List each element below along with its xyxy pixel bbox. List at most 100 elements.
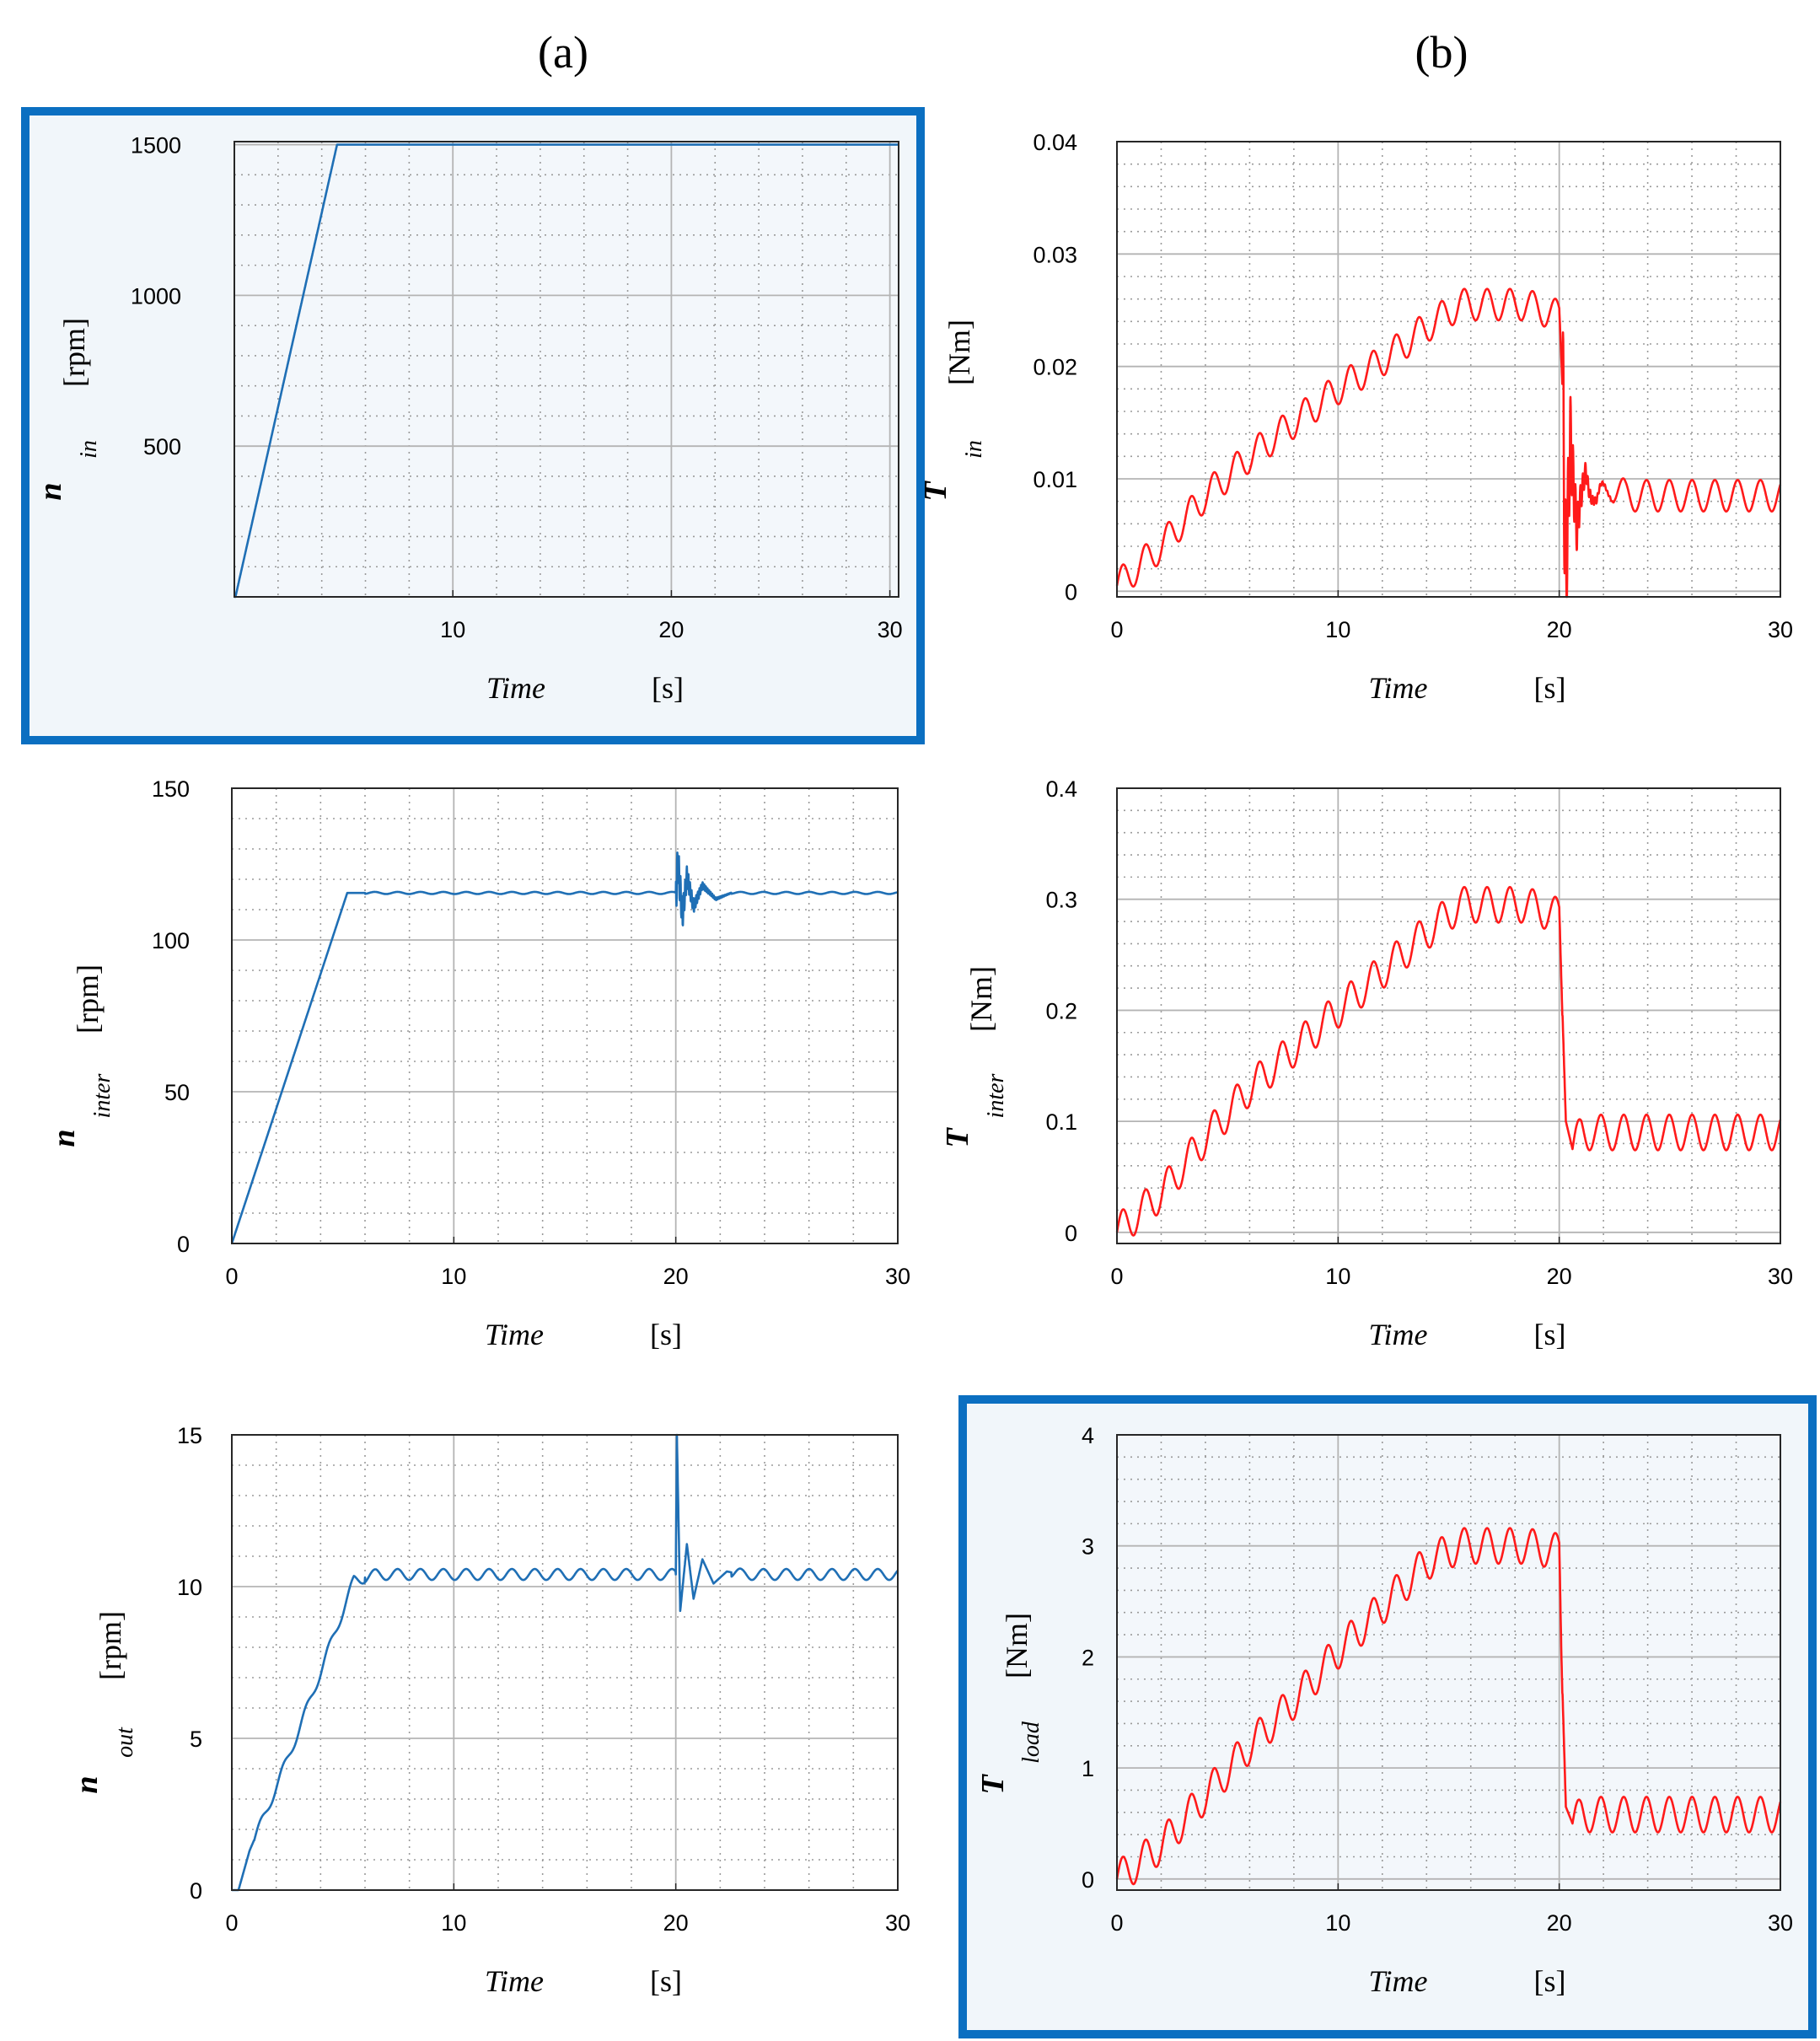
axes-box-T_in [1116, 141, 1781, 598]
plot-area-T_in [1117, 142, 1780, 597]
y-axis-label: Tin [Nm] [918, 320, 987, 502]
y-tick-label: 0 [190, 1878, 202, 1904]
y-tick-label: 0.1 [1045, 1109, 1077, 1135]
x-tick-label: 30 [1768, 1264, 1793, 1289]
y-tick-label: 150 [152, 776, 190, 802]
y-axis-symbol: n [46, 1129, 82, 1147]
y-axis-unit: [rpm] [94, 1611, 127, 1680]
y-axis-subscript: in [76, 440, 102, 459]
x-tick-label: 10 [441, 1910, 466, 1936]
chart-n_in: 10 20 30 500 1000 1500 Time [s] n in [rpm] [21, 107, 925, 744]
y-axis-unit: [Nm] [1000, 1613, 1033, 1678]
x-tick-label: 20 [1547, 1910, 1572, 1936]
y-tick-label: 0.01 [1033, 467, 1077, 492]
x-tick-label: 20 [1547, 1264, 1572, 1289]
y-tick-label: 0 [1065, 579, 1077, 604]
x-tick-label: 30 [1768, 1910, 1793, 1936]
x-tick-label: 0 [1110, 617, 1123, 642]
x-tick-label: 30 [885, 1910, 910, 1936]
y-tick-label: 50 [164, 1080, 190, 1105]
x-axis-label: Time [1368, 1964, 1427, 1998]
axes-box-T_load [1116, 1434, 1781, 1891]
y-axis-symbol: T [940, 1127, 975, 1148]
y-axis-subscript: inter [983, 1073, 1009, 1118]
x-tick-label: 20 [663, 1910, 689, 1936]
x-axis-label: Time [1368, 1318, 1427, 1351]
y-axis-unit: [rpm] [57, 318, 91, 387]
x-tick-label: 10 [1325, 1910, 1350, 1936]
x-axis-label: Time [485, 1318, 544, 1351]
column-label-b: (b) [1415, 27, 1468, 78]
x-axis-unit: [s] [1534, 671, 1566, 705]
y-tick-label: 1 [1082, 1756, 1094, 1781]
x-tick-label: 0 [1110, 1264, 1123, 1289]
x-tick-label: 10 [440, 617, 465, 642]
plot-area-T_inter [1117, 788, 1780, 1243]
y-tick-label: 0.4 [1045, 776, 1077, 802]
x-tick-label: 0 [1110, 1910, 1123, 1936]
y-axis-subscript: out [112, 1727, 138, 1758]
axes-box-T_inter [1116, 787, 1781, 1244]
y-axis-symbol: T [918, 481, 953, 502]
chart-T_in: 0 10 20 30 0 0.01 0.02 0.03 0.04 Time [s] Tin [Nm] [918, 130, 1793, 705]
x-axis-label: Time [486, 671, 545, 705]
y-axis-unit: [rpm] [71, 964, 105, 1034]
x-axis-unit: [s] [650, 1318, 682, 1351]
plot-area-T_load [1117, 1435, 1780, 1890]
y-tick-label: 500 [143, 434, 181, 459]
y-tick-label: 0.2 [1045, 998, 1077, 1023]
y-tick-label: 0.02 [1033, 355, 1077, 380]
x-tick-label: 30 [1768, 617, 1793, 642]
x-tick-label: 20 [658, 617, 684, 642]
x-tick-label: 20 [663, 1264, 689, 1289]
y-axis-symbol: n [69, 1775, 105, 1793]
y-tick-label: 10 [177, 1575, 202, 1600]
series-line-T_load [1115, 1527, 1782, 1886]
x-tick-label: 0 [225, 1910, 238, 1936]
y-axis-subscript: in [961, 440, 987, 459]
axes-box-n_out [231, 1434, 899, 1891]
x-axis-unit: [s] [1534, 1318, 1566, 1351]
y-tick-label: 2 [1082, 1645, 1094, 1670]
series-line-n_out [231, 1433, 899, 1892]
y-tick-label: 15 [177, 1423, 202, 1448]
y-axis-unit: [Nm] [942, 320, 976, 385]
axes-box-n_in [234, 141, 899, 598]
x-axis-unit: [s] [652, 671, 684, 705]
x-tick-label: 10 [441, 1264, 466, 1289]
x-tick-label: 0 [225, 1264, 238, 1289]
column-label-a: (a) [538, 27, 588, 78]
y-tick-label: 3 [1082, 1534, 1094, 1560]
x-axis-unit: [s] [650, 1964, 682, 1998]
x-axis-label: Time [1368, 671, 1427, 705]
y-tick-label: 5 [190, 1727, 202, 1752]
y-axis-subscript: load [1018, 1721, 1044, 1764]
x-tick-label: 10 [1325, 1264, 1350, 1289]
y-tick-label: 1000 [131, 283, 181, 309]
y-tick-label: 100 [152, 928, 190, 953]
y-tick-label: 0 [1082, 1867, 1094, 1893]
y-axis-subscript: inter [89, 1073, 115, 1118]
y-tick-label: 0 [1065, 1221, 1077, 1246]
y-tick-label: 4 [1082, 1423, 1094, 1448]
series-line-n_inter [230, 851, 899, 1244]
y-tick-label: 1500 [131, 133, 181, 158]
x-tick-label: 10 [1325, 617, 1350, 642]
y-axis-unit: [Nm] [964, 966, 998, 1032]
plot-area-n_inter [232, 788, 898, 1243]
y-tick-label: 0 [177, 1232, 190, 1257]
y-tick-label: 0.04 [1033, 130, 1077, 155]
axes-box-n_inter [231, 787, 899, 1244]
y-tick-label: 0.3 [1045, 888, 1077, 913]
x-axis-label: Time [485, 1964, 544, 1998]
y-tick-label: 0.03 [1033, 242, 1077, 267]
x-tick-label: 30 [878, 617, 903, 642]
